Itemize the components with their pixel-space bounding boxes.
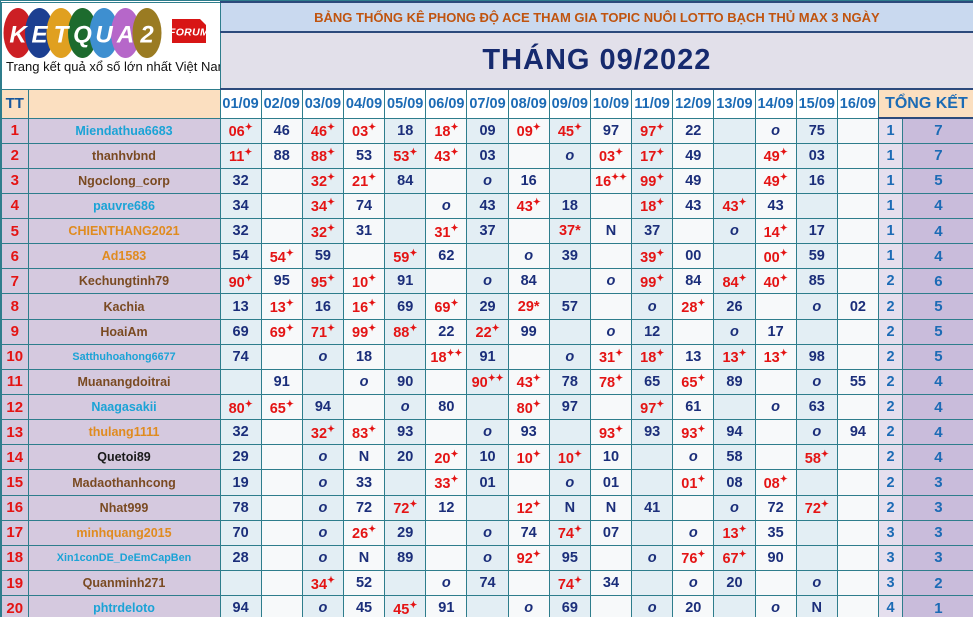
svg-text:FORUM: FORUM	[169, 26, 209, 38]
svg-text:T: T	[54, 21, 71, 48]
svg-text:Q: Q	[73, 21, 92, 48]
svg-text:A: A	[116, 21, 134, 48]
svg-text:2: 2	[139, 21, 154, 48]
svg-text:U: U	[95, 21, 113, 48]
svg-text:K: K	[9, 21, 28, 48]
svg-text:E: E	[31, 21, 48, 48]
